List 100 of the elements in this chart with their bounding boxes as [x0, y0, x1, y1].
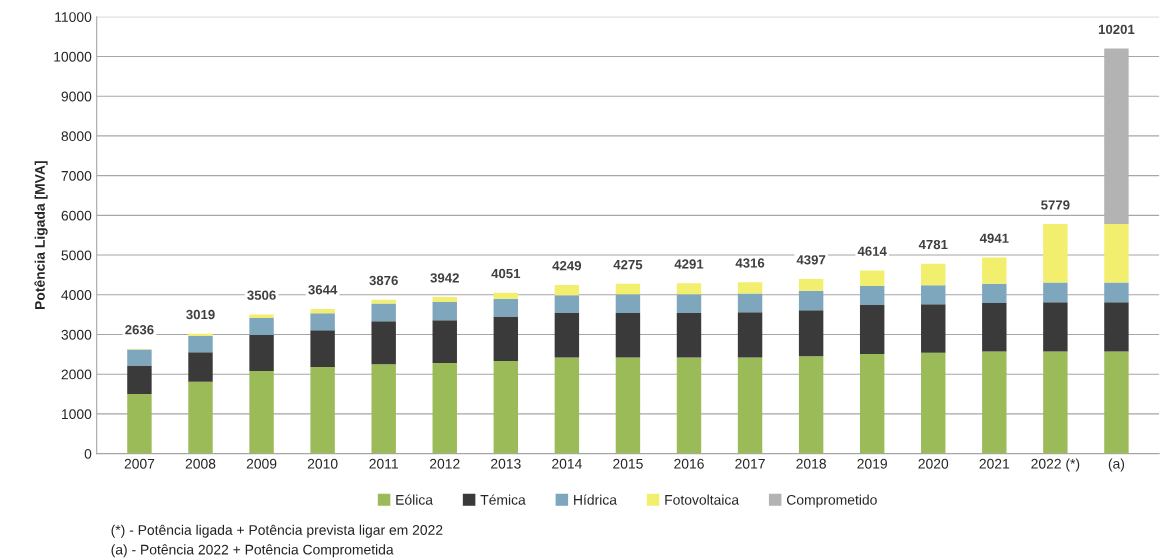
total-label: 4941 [979, 233, 1009, 243]
bar [249, 314, 274, 318]
x-tick-label: 2008 [185, 458, 216, 469]
bar [676, 294, 702, 314]
bar [1043, 302, 1068, 352]
bar [921, 352, 946, 454]
y-tick-label: 8000 [61, 131, 92, 142]
bar [615, 313, 641, 358]
bar [676, 313, 702, 358]
bar [493, 298, 519, 317]
x-tick-label: 2014 [552, 458, 582, 469]
y-tick-label: 9000 [61, 91, 92, 102]
legend-label: Hídrica [574, 494, 617, 505]
x-tick-label: 2021 [979, 458, 1010, 469]
bar [371, 321, 396, 365]
bar [432, 302, 457, 321]
bar [371, 303, 396, 322]
bar [982, 257, 1007, 284]
bar [432, 363, 457, 454]
bar [921, 285, 946, 305]
bar [921, 304, 946, 353]
total-label: 10201 [1098, 24, 1135, 35]
bar [432, 320, 457, 364]
bar [554, 357, 580, 454]
x-tick-label: 2009 [246, 458, 277, 469]
bar [493, 292, 519, 299]
x-tick-label: 2013 [491, 458, 521, 469]
bar [127, 394, 152, 454]
y-tick-label: 4000 [61, 290, 92, 300]
y-tick-label: 7000 [61, 170, 92, 181]
x-tick-label: 2019 [857, 458, 887, 469]
x-tick-label: 2015 [613, 458, 643, 469]
total-label: 5779 [1041, 200, 1070, 210]
bar [1043, 224, 1068, 283]
bar [1104, 282, 1129, 303]
legend-label: Comprometido [786, 494, 877, 508]
y-axis-title: Potência Ligada [MVA] [34, 161, 48, 309]
y-tick-label: 6000 [61, 210, 92, 221]
bar [982, 351, 1007, 454]
x-tick-label: 2016 [674, 458, 704, 469]
bar [921, 263, 946, 286]
y-tick-label: 10000 [54, 51, 92, 62]
bar [737, 282, 763, 294]
bar [1043, 351, 1068, 454]
total-label: 4781 [918, 239, 948, 250]
x-tick-label: 2010 [307, 458, 338, 469]
bar [554, 284, 580, 296]
text: (*) - Potência ligada + Potência prevista ligar em 2022 [111, 524, 443, 538]
bar [982, 283, 1007, 304]
bar [615, 357, 641, 454]
bar [310, 313, 335, 331]
x-tick-label: 2022 (*) [1031, 458, 1080, 472]
y-tick-label: 0 [84, 448, 92, 459]
bar [859, 270, 885, 287]
legend-label: Fotovoltaica [665, 494, 740, 505]
bar [798, 356, 824, 454]
bar [676, 283, 702, 295]
y-tick-label: 3000 [61, 329, 92, 340]
bar [737, 357, 763, 454]
bar [1104, 224, 1129, 283]
bar [615, 283, 641, 295]
y-tick-label: 2000 [61, 369, 92, 380]
bar [188, 352, 213, 382]
bar [1043, 282, 1068, 303]
total-label: 3506 [247, 290, 276, 300]
bar [798, 279, 824, 291]
legend-label: Eólica [396, 494, 433, 505]
bar [310, 367, 335, 454]
bar [859, 353, 885, 454]
bar [737, 293, 763, 313]
total-label: 4614 [857, 246, 887, 256]
bar [310, 308, 335, 314]
bar [859, 305, 885, 354]
bar [249, 371, 274, 454]
bar [371, 364, 396, 454]
bar [432, 297, 457, 303]
bar [1104, 351, 1129, 454]
x-tick-label: 2007 [124, 458, 155, 469]
total-label: 3019 [186, 309, 215, 320]
bar [1104, 48, 1129, 225]
total-label: 4249 [552, 261, 582, 271]
bar [188, 336, 213, 353]
bar [127, 365, 152, 395]
bar [615, 294, 641, 314]
legend-label: Témica [480, 494, 526, 505]
bar [493, 316, 519, 362]
total-label: 4397 [796, 255, 826, 265]
y-tick-label: 1000 [62, 409, 92, 420]
bar [554, 313, 580, 358]
x-tick-label: 2017 [735, 458, 765, 469]
bar [982, 303, 1007, 352]
bar [249, 335, 274, 372]
bar [554, 295, 580, 314]
bar [859, 286, 885, 306]
total-label: 3644 [308, 285, 338, 295]
bar [737, 312, 763, 358]
bar [249, 317, 274, 336]
total-label: 3942 [430, 273, 459, 283]
total-label: 4316 [735, 258, 765, 268]
bar [798, 310, 824, 357]
